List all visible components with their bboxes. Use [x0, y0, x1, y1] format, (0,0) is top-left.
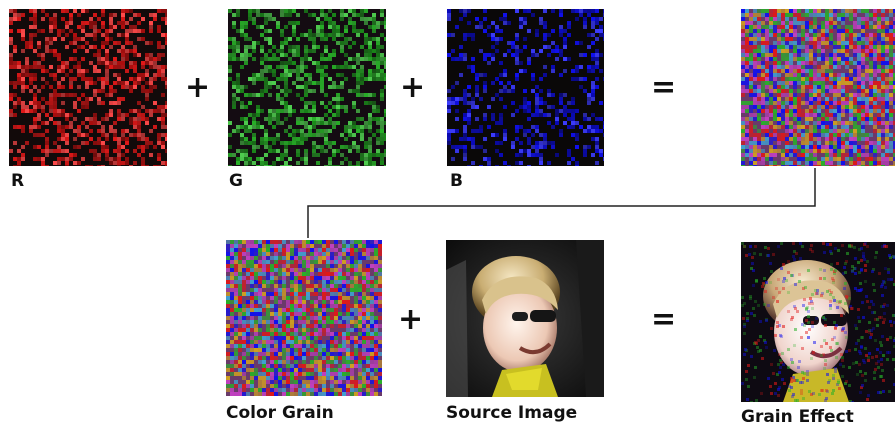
source-image-tile	[446, 240, 604, 397]
color-grain-tile	[226, 240, 382, 396]
plus-operator: +	[400, 70, 426, 105]
r-label: R	[11, 171, 25, 191]
source-image-label: Source Image	[446, 403, 578, 423]
color-grain-label: Color Grain	[226, 403, 334, 423]
grain-effect-tile	[741, 242, 895, 402]
plus-operator: +	[398, 302, 424, 337]
grain-effect-label: Grain Effect	[741, 407, 854, 427]
equals-operator: =	[651, 70, 677, 105]
red-channel-tile	[9, 9, 167, 166]
combined-grain-tile	[741, 9, 895, 166]
b-label: B	[450, 171, 463, 191]
equals-operator: =	[651, 302, 677, 337]
plus-operator: +	[185, 70, 211, 105]
blue-channel-tile	[447, 9, 604, 166]
g-label: G	[229, 171, 243, 191]
green-channel-tile	[228, 9, 386, 166]
